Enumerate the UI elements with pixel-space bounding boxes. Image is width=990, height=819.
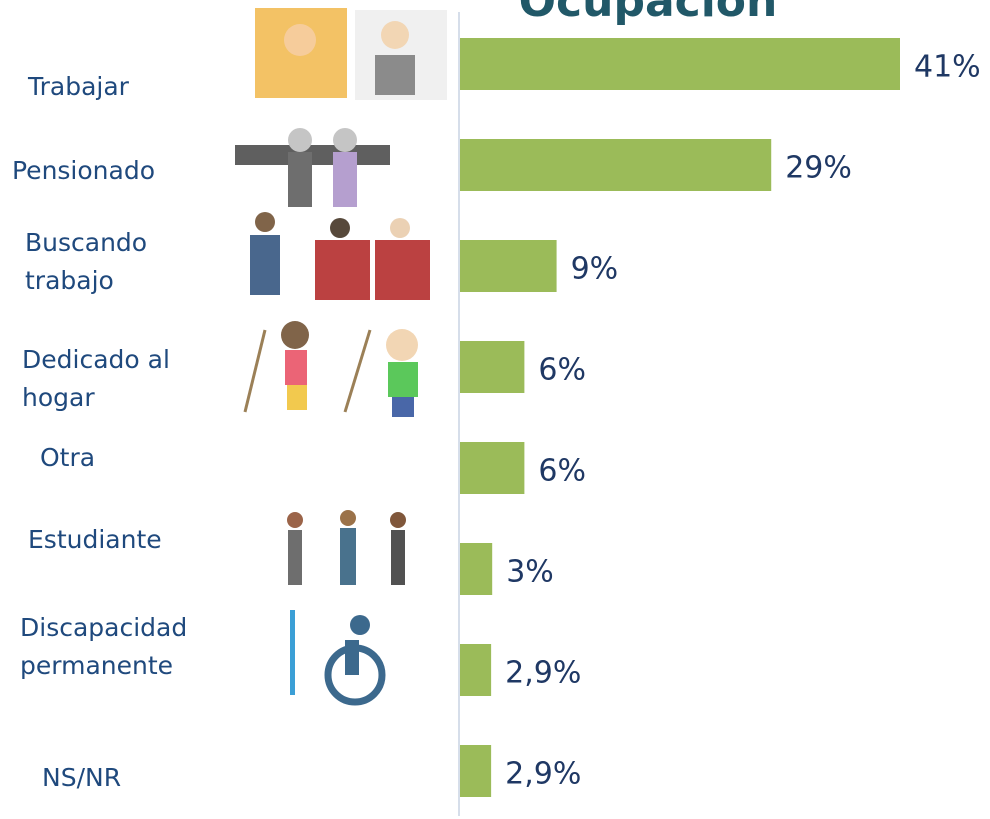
icons bbox=[235, 8, 447, 706]
category-label: Dedicado al hogar bbox=[22, 345, 170, 412]
category-label: Trabajar bbox=[28, 72, 129, 101]
bar bbox=[460, 543, 493, 595]
value-label: 29% bbox=[785, 151, 852, 186]
category-label: Discapacidad permanente bbox=[20, 613, 188, 680]
bar bbox=[460, 644, 492, 696]
value-label: 2,9% bbox=[505, 656, 581, 691]
value-label: 6% bbox=[538, 454, 586, 489]
bar bbox=[460, 341, 525, 393]
value-label: 9% bbox=[571, 252, 619, 287]
bar bbox=[460, 240, 557, 292]
value-label: 2,9% bbox=[505, 757, 581, 792]
category-label: Otra bbox=[40, 443, 96, 472]
bar bbox=[460, 139, 772, 191]
category-label: Estudiante bbox=[28, 525, 162, 554]
value-label: 41% bbox=[914, 50, 981, 85]
bar bbox=[460, 745, 492, 797]
value-label: 3% bbox=[506, 555, 554, 590]
bar bbox=[460, 38, 900, 90]
category-label: Pensionado bbox=[12, 156, 156, 185]
value-label: 6% bbox=[538, 353, 586, 388]
category-label: Buscando trabajo bbox=[25, 228, 148, 295]
chart-title: Ocupación bbox=[519, 0, 778, 27]
category-label: NS/NR bbox=[42, 763, 122, 792]
bar bbox=[460, 442, 525, 494]
